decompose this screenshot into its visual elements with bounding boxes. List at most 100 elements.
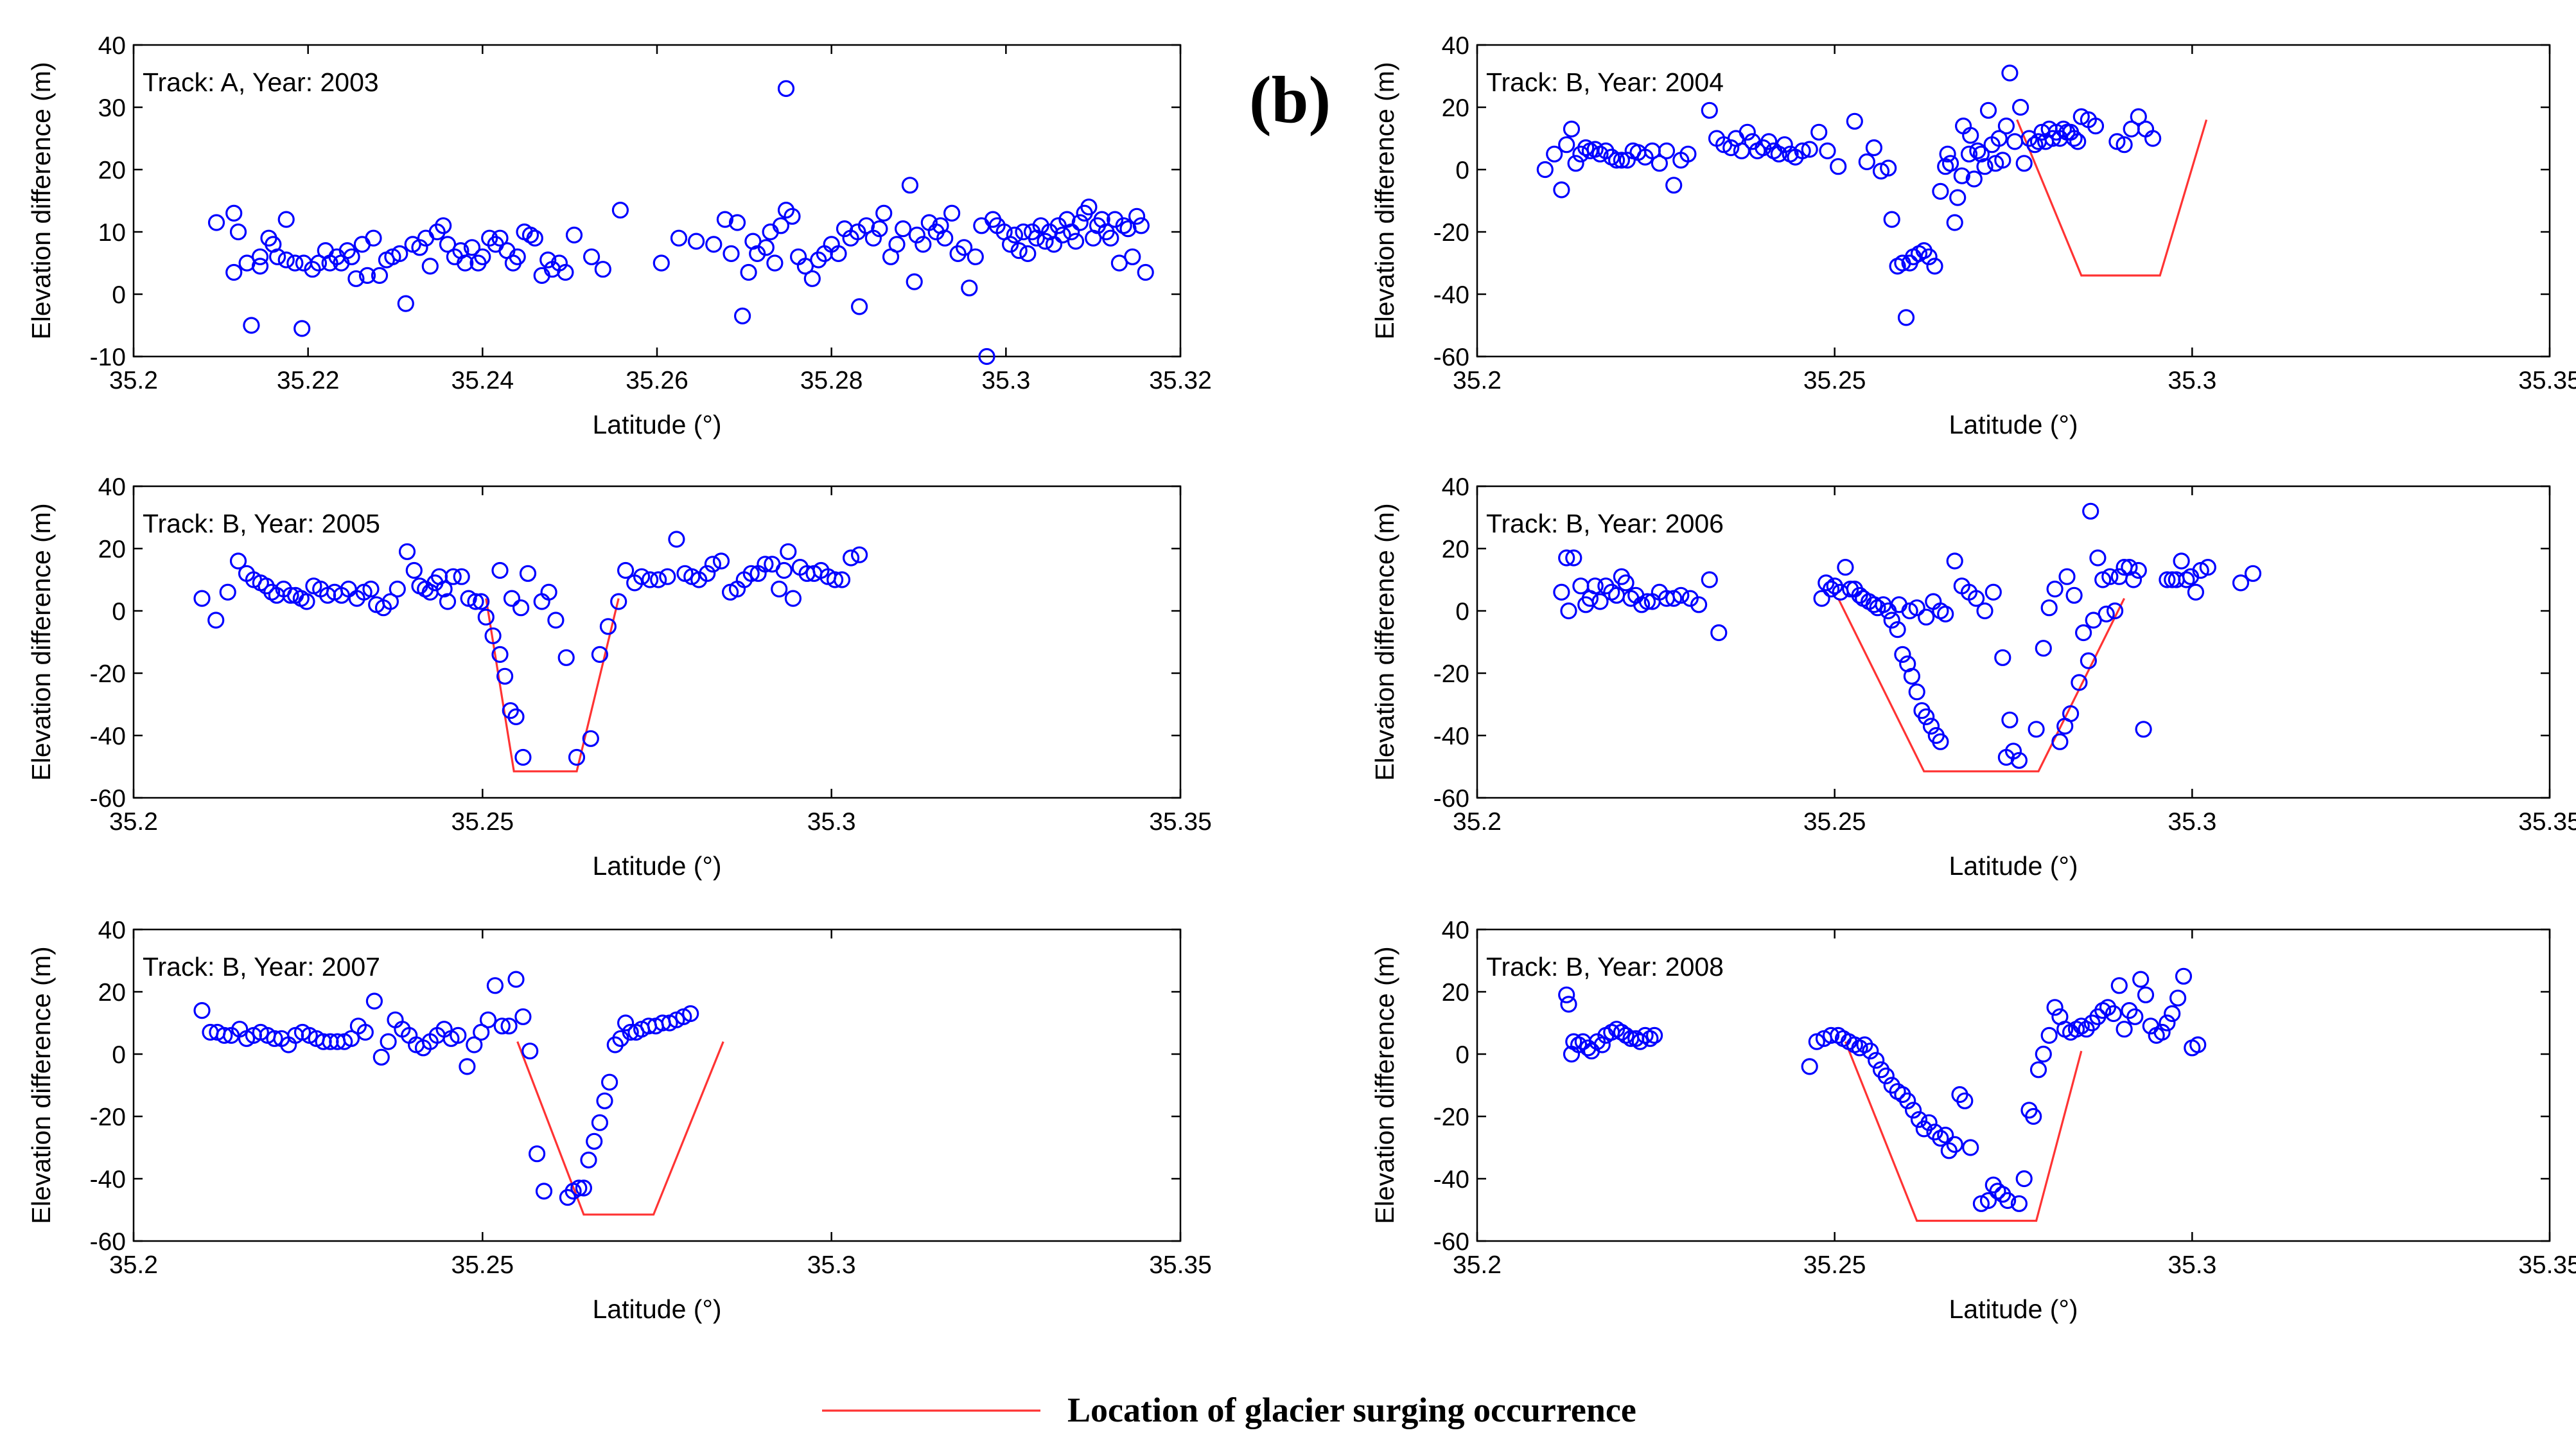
data-point bbox=[1546, 145, 1563, 163]
x-tick-label: 35.22 bbox=[277, 367, 340, 394]
data-point bbox=[586, 1132, 603, 1150]
data-point bbox=[596, 1092, 613, 1109]
data-point bbox=[582, 730, 599, 747]
data-point bbox=[229, 223, 247, 241]
data-point bbox=[1908, 683, 1925, 701]
data-point bbox=[1937, 605, 1954, 623]
data-point bbox=[2159, 571, 2176, 588]
x-tick-label: 35.3 bbox=[2168, 367, 2216, 394]
data-point bbox=[528, 1145, 546, 1163]
data-point bbox=[583, 248, 600, 265]
data-point bbox=[1858, 153, 1875, 170]
x-axis-label: Latitude (°) bbox=[1949, 1294, 2078, 1324]
data-point bbox=[842, 549, 860, 567]
data-point bbox=[1910, 1111, 1928, 1128]
data-point bbox=[2015, 155, 2033, 172]
data-point bbox=[1899, 1092, 1916, 1109]
data-point bbox=[1862, 1043, 1879, 1060]
data-point bbox=[391, 245, 408, 262]
data-point bbox=[2062, 705, 2080, 723]
legend: Location of glacier surging occurrence bbox=[822, 1391, 1636, 1429]
data-point bbox=[2089, 549, 2107, 567]
data-point bbox=[466, 1036, 483, 1053]
data-point bbox=[1994, 649, 2011, 666]
data-point bbox=[1617, 574, 1634, 592]
data-point bbox=[2058, 568, 2076, 585]
data-point bbox=[733, 307, 751, 324]
data-point bbox=[444, 568, 462, 585]
data-point bbox=[1877, 1067, 1895, 1085]
y-tick-label: -40 bbox=[90, 1166, 126, 1193]
data-point bbox=[936, 229, 954, 247]
data-point bbox=[1976, 602, 1993, 620]
data-point bbox=[496, 667, 514, 685]
data-point bbox=[617, 1014, 635, 1032]
data-point bbox=[1990, 130, 2008, 147]
data-point bbox=[1941, 155, 1959, 172]
data-point bbox=[1681, 590, 1699, 607]
panel-title: Track: B, Year: 2008 bbox=[1486, 952, 1724, 982]
data-point bbox=[2026, 136, 2044, 154]
data-point bbox=[2028, 721, 2045, 738]
data-point bbox=[1558, 986, 1575, 1003]
data-point bbox=[955, 239, 973, 256]
y-tick-label: -60 bbox=[1433, 785, 1469, 813]
data-point bbox=[1613, 152, 1630, 169]
data-point bbox=[682, 1005, 699, 1023]
data-point bbox=[565, 226, 583, 243]
data-point bbox=[610, 593, 627, 610]
data-point bbox=[2001, 711, 2019, 728]
data-point bbox=[225, 204, 243, 222]
data-point bbox=[1894, 646, 1911, 664]
data-point bbox=[1897, 309, 1915, 326]
data-point bbox=[509, 248, 526, 265]
data-point bbox=[633, 568, 651, 585]
data-point bbox=[888, 236, 906, 253]
panel-title: Track: B, Year: 2006 bbox=[1486, 509, 1724, 538]
x-tick-label: 35.2 bbox=[1453, 367, 1502, 394]
data-point bbox=[1932, 733, 1949, 750]
data-point bbox=[1883, 612, 1900, 629]
data-point bbox=[2010, 752, 2028, 769]
data-point bbox=[2175, 967, 2193, 985]
data-point bbox=[251, 258, 269, 275]
x-tick-label: 35.35 bbox=[1149, 808, 1212, 836]
x-axis-label: Latitude (°) bbox=[1949, 851, 2078, 881]
data-point bbox=[1946, 552, 1963, 570]
data-point bbox=[526, 229, 543, 247]
x-tick-label: 35.3 bbox=[2168, 1251, 2216, 1279]
data-point bbox=[871, 220, 888, 238]
data-point bbox=[1962, 127, 1979, 144]
data-point bbox=[757, 239, 775, 256]
data-point bbox=[826, 571, 844, 588]
data-point bbox=[1071, 214, 1089, 231]
data-point bbox=[1722, 139, 1740, 157]
data-point bbox=[967, 248, 984, 265]
data-point bbox=[512, 599, 530, 617]
x-tick-label: 35.24 bbox=[451, 367, 514, 394]
data-point bbox=[1946, 1136, 1963, 1153]
chart-panel-2004: 35.2 35.25 35.3 35.35 -60 -40 -20 0 20 40 Track: B… bbox=[1370, 32, 2576, 439]
data-point bbox=[1536, 161, 1554, 179]
data-point bbox=[2071, 674, 2088, 691]
data-point bbox=[784, 590, 802, 607]
data-point bbox=[1586, 577, 1604, 595]
data-point bbox=[1920, 248, 1938, 265]
data-point bbox=[1920, 1114, 1938, 1131]
data-point bbox=[2159, 1014, 2176, 1032]
data-point bbox=[894, 220, 912, 238]
data-point bbox=[2069, 133, 2087, 150]
plot-frame bbox=[132, 44, 1182, 358]
data-point bbox=[2164, 1005, 2181, 1023]
data-point bbox=[699, 565, 716, 582]
data-point bbox=[1939, 145, 1956, 163]
x-tick-label: 35.3 bbox=[981, 367, 1030, 394]
data-point bbox=[1560, 996, 1577, 1013]
data-point bbox=[1701, 571, 1718, 588]
data-point bbox=[687, 233, 705, 250]
data-point bbox=[1646, 1026, 1663, 1044]
y-tick-label: 0 bbox=[112, 1041, 126, 1069]
y-tick-label: -60 bbox=[1433, 1228, 1469, 1256]
x-tick-label: 35.2 bbox=[1453, 1251, 1502, 1279]
panel-title: Track: B, Year: 2005 bbox=[143, 509, 380, 538]
